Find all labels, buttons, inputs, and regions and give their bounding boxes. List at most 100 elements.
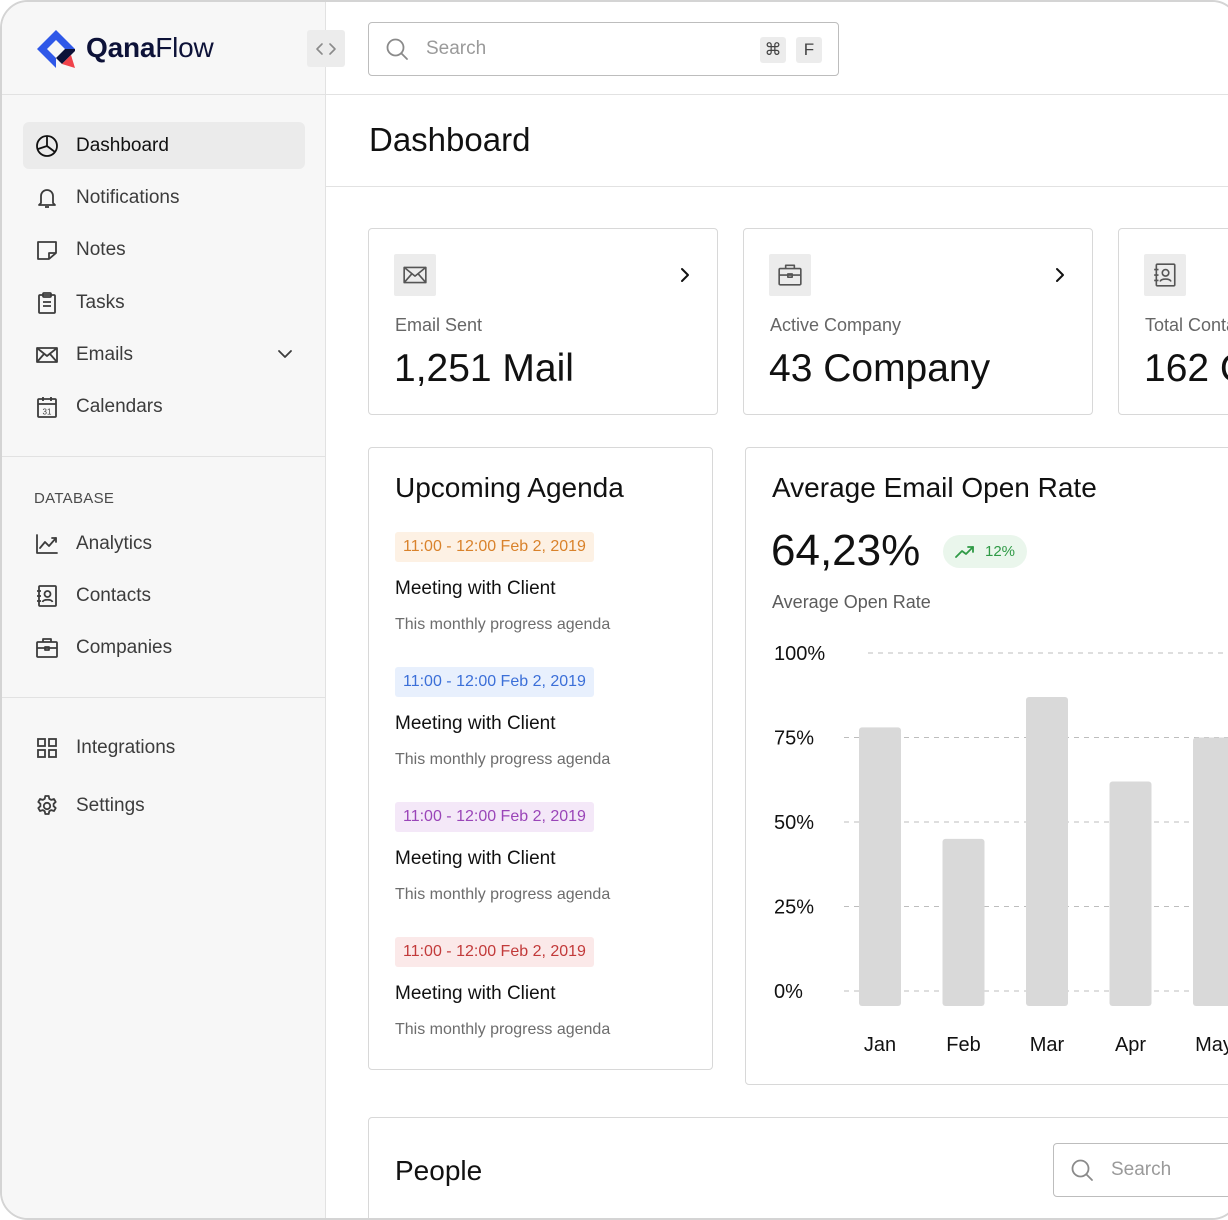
sidebar-item-label: Calendars [76,395,163,417]
collapse-sidebar-button[interactable] [307,30,345,67]
briefcase-icon [769,254,811,296]
sidebar-item-label: Integrations [76,736,176,758]
sidebar-item-contacts[interactable]: Contacts [23,572,305,619]
grid-icon [34,735,60,761]
global-search[interactable]: ⌘ F [368,22,839,76]
dashboard-pie-icon [34,133,60,159]
sidebar-item-calendars[interactable]: 31 Calendars [23,383,305,430]
chart-subtitle: Average Open Rate [772,592,931,612]
people-search-input[interactable] [1111,1159,1228,1181]
top-bar: ⌘ F [326,2,1228,95]
agenda-time-badge: 11:00 - 12:00 Feb 2, 2019 [395,667,594,697]
agenda-title: Upcoming Agenda [395,472,624,503]
y-tick-label: 50% [774,812,814,834]
agenda-item[interactable]: 11:00 - 12:00 Feb 2, 2019 Meeting with C… [395,802,695,904]
sidebar-item-label: Settings [76,794,145,816]
sidebar-item-companies[interactable]: Companies [23,624,305,671]
x-tick-label: Mar [1030,1034,1065,1056]
agenda-item-title: Meeting with Client [395,983,556,1004]
sidebar-item-label: Emails [76,343,134,365]
agenda-item-title: Meeting with Client [395,578,556,599]
stat-value: 43 Company [769,347,991,390]
people-title: People [395,1155,483,1186]
search-input[interactable] [426,38,726,60]
agenda-item[interactable]: 11:00 - 12:00 Feb 2, 2019 Meeting with C… [395,532,695,634]
bar [1026,696,1068,1006]
stat-card-active-company[interactable]: Active Company 43 Company [743,228,1093,415]
x-tick-label: Jan [864,1034,896,1056]
brand-name-light: Flow [155,32,214,63]
shortcut-command-key: ⌘ [760,37,786,63]
bar [1109,781,1152,1006]
trend-up-icon [955,545,974,558]
sidebar-divider [2,697,326,698]
open-rate-value: 64,23% [771,526,921,575]
sidebar-item-label: Dashboard [76,134,169,156]
stat-label: Email Sent [395,315,483,335]
search-icon [386,38,408,60]
chevron-right-icon[interactable] [676,266,694,284]
brand-name-bold: Qana [86,32,156,63]
agenda-item-title: Meeting with Client [395,713,556,734]
sidebar-divider [2,456,326,457]
svg-text:31: 31 [43,407,52,416]
sidebar-item-label: Contacts [76,584,151,606]
sidebar-item-notes[interactable]: Notes [23,226,305,273]
sidebar-item-label: Notifications [76,186,180,208]
agenda-item-description: This monthly progress agenda [395,886,611,903]
x-tick-label: May [1195,1034,1228,1056]
y-tick-label: 75% [774,728,814,750]
briefcase-icon [34,635,60,661]
sidebar-item-label: Analytics [76,532,153,554]
agenda-item-description: This monthly progress agenda [395,616,611,633]
y-tick-label: 25% [774,897,814,919]
trend-chart-icon [34,531,60,557]
chevron-right-icon[interactable] [1051,266,1069,284]
stat-value: 1,251 Mail [394,347,574,390]
stat-label: Total Contacts [1145,315,1228,335]
contact-book-icon [34,583,60,609]
note-icon [34,237,60,263]
x-tick-label: Apr [1115,1034,1146,1056]
gear-icon [34,793,60,819]
x-tick-label: Feb [946,1034,980,1056]
sidebar-item-notifications[interactable]: Notifications [23,174,305,221]
email-open-rate-card: Average Email Open Rate 64,23% 12% Avera… [745,447,1228,1085]
code-brackets-icon [316,42,336,55]
agenda-time-badge: 11:00 - 12:00 Feb 2, 2019 [395,802,594,832]
sidebar-item-settings[interactable]: Settings [23,782,305,829]
sidebar-item-emails[interactable]: Emails [23,331,305,378]
sidebar-item-tasks[interactable]: Tasks [23,279,305,326]
agenda-item[interactable]: 11:00 - 12:00 Feb 2, 2019 Meeting with C… [395,667,695,769]
section-label-database: DATABASE [34,490,115,507]
contact-book-icon [1144,254,1186,296]
chevron-down-icon[interactable] [275,344,295,364]
qanaflow-logo-icon [37,30,75,68]
agenda-item-description: This monthly progress agenda [395,751,611,768]
agenda-item[interactable]: 11:00 - 12:00 Feb 2, 2019 Meeting with C… [395,937,695,1039]
sidebar-item-dashboard[interactable]: Dashboard [23,122,305,169]
stat-card-total-contacts[interactable]: Total Contacts 162 Contacts [1118,228,1228,415]
shortcut-f-key: F [796,37,822,63]
bar [859,727,901,1006]
bar-chart: 0% 25% 50% 75% 100% Jan Feb Mar Apr May [774,643,1228,1056]
calendar-icon: 31 [34,394,60,420]
sidebar-item-integrations[interactable]: Integrations [23,724,305,771]
sidebar: QanaFlow Dashboard Notifications Not [2,2,345,1218]
upcoming-agenda-card: Upcoming Agenda 11:00 - 12:00 Feb 2, 201… [368,447,713,1070]
page-title: Dashboard [369,121,531,158]
brand-name[interactable]: QanaFlow [86,32,214,64]
y-tick-label: 0% [774,981,803,1003]
stat-card-email-sent[interactable]: Email Sent 1,251 Mail [368,228,718,415]
sidebar-item-analytics[interactable]: Analytics [23,520,305,567]
bar [1193,737,1228,1006]
people-search[interactable] [1053,1143,1228,1197]
bar [942,838,985,1006]
y-tick-label: 100% [774,643,825,665]
envelope-icon [394,254,436,296]
agenda-item-title: Meeting with Client [395,848,556,869]
change-value: 12% [985,543,1016,560]
search-icon [1071,1159,1093,1181]
agenda-item-description: This monthly progress agenda [395,1021,611,1038]
